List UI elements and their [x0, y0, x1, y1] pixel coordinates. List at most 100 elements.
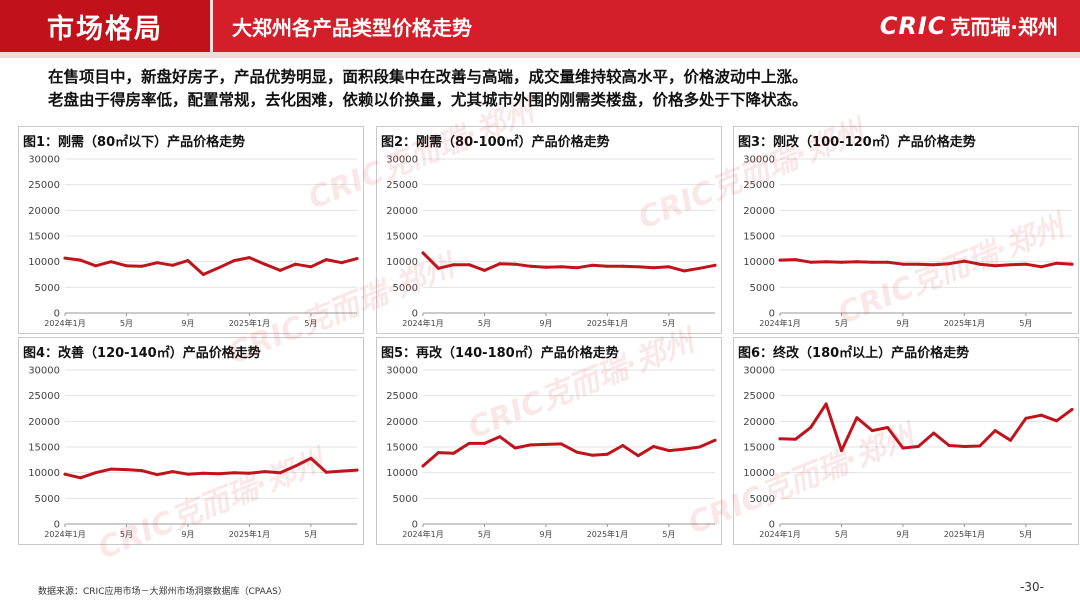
data-point: [355, 257, 359, 261]
y-tick-label: 15000: [743, 232, 775, 243]
data-point: [667, 449, 671, 453]
data-point: [140, 469, 144, 473]
data-point: [483, 441, 486, 445]
data-point: [355, 468, 359, 472]
data-point: [294, 262, 297, 266]
y-tick-label: 30000: [386, 366, 418, 377]
series-line: [778, 402, 1074, 453]
data-point: [947, 262, 951, 266]
data-point: [901, 446, 905, 450]
y-tick-label: 15000: [743, 443, 775, 454]
chart-title: 图1：刚需（80㎡以下）产品价格走势: [23, 135, 246, 150]
line-chart: 0 5000 10000 15000 20000 25000 30000 2024年1月 5月 9…: [743, 366, 1074, 539]
data-point: [263, 470, 267, 474]
data-point: [993, 264, 997, 268]
x-tick-label: 5月: [835, 530, 848, 539]
data-source-note: 数据来源：CRIC应用市场－大郑州市场洞察数据库（CPAAS）: [38, 587, 287, 597]
data-point: [559, 442, 563, 446]
y-tick-label: 5000: [750, 494, 775, 505]
data-point: [278, 268, 282, 272]
data-point: [529, 264, 533, 268]
x-tick-label: 5月: [304, 530, 317, 539]
y-tick-label: 10000: [28, 257, 60, 268]
x-tick-label: 5月: [662, 319, 675, 328]
data-point: [698, 445, 702, 449]
data-point: [621, 264, 625, 268]
x-tick-label: 2024年1月: [44, 529, 85, 539]
data-point: [94, 264, 98, 268]
intro-line-2: 老盘由于得房率低，配置常规，去化困难，依赖以价换量，尤其城市外围的刚需类楼盘，价…: [48, 91, 808, 109]
data-point: [793, 258, 797, 262]
data-point: [1024, 262, 1028, 266]
data-point: [247, 471, 251, 475]
y-tick-label: 10000: [28, 468, 60, 479]
data-point: [78, 258, 82, 262]
chart-panel-6: 图6：终改（180㎡以上）产品价格走势 0 5000 10000 15000 20000…: [733, 337, 1079, 545]
data-point: [340, 469, 344, 473]
data-point: [840, 449, 843, 453]
data-point: [667, 265, 671, 269]
data-point: [171, 470, 175, 474]
y-tick-label: 30000: [28, 155, 60, 166]
data-point: [125, 264, 128, 268]
x-tick-label: 2024年1月: [759, 318, 800, 328]
brand-logo-mark: CRIC: [879, 11, 947, 40]
x-tick-label: 9月: [539, 319, 552, 328]
data-point: [78, 476, 82, 480]
x-tick-label: 2025年1月: [587, 318, 628, 328]
y-tick-label: 10000: [386, 468, 418, 479]
x-tick-label: 5月: [478, 319, 491, 328]
data-point: [232, 259, 236, 263]
line-chart: 0 5000 10000 15000 20000 25000 30000 2024年1月 5月 9…: [743, 155, 1074, 328]
y-tick-label: 30000: [28, 366, 60, 377]
y-tick-label: 0: [769, 309, 775, 320]
data-point: [916, 445, 920, 448]
series-line: [421, 435, 717, 468]
data-point: [155, 261, 159, 265]
data-point: [962, 445, 966, 448]
data-point: [94, 471, 98, 475]
data-point: [340, 261, 344, 265]
x-tick-label: 2025年1月: [229, 318, 270, 328]
data-point: [1009, 438, 1012, 442]
series-line: [778, 258, 1074, 269]
chart-panel-5: 图5：再改（140-180㎡）产品价格走势 0 5000 10000 15000 200…: [376, 337, 722, 545]
data-point: [421, 251, 425, 255]
data-point: [109, 467, 113, 471]
x-tick-label: 2024年1月: [402, 318, 443, 328]
chart-title: 图6：终改（180㎡以上）产品价格走势: [738, 346, 970, 361]
chart-title: 图4：改善（120-140㎡）产品价格走势: [23, 346, 261, 361]
data-point: [140, 264, 144, 268]
data-point: [652, 266, 655, 270]
y-tick-label: 20000: [28, 417, 60, 428]
y-tick-label: 25000: [386, 180, 418, 191]
x-tick-label: 2025年1月: [587, 529, 628, 539]
data-point: [278, 471, 282, 475]
data-point: [993, 429, 997, 433]
data-point: [713, 263, 717, 267]
x-tick-label: 2024年1月: [44, 318, 85, 328]
data-point: [513, 262, 517, 266]
data-point: [1009, 263, 1012, 267]
data-point: [171, 263, 175, 267]
y-tick-label: 20000: [743, 206, 775, 217]
data-point: [778, 437, 782, 441]
chart-title: 图2：刚需（80-100㎡）产品价格走势: [381, 135, 610, 150]
data-point: [529, 443, 533, 447]
data-point: [324, 258, 328, 262]
x-tick-label: 5月: [478, 530, 491, 539]
y-tick-label: 10000: [386, 257, 418, 268]
x-tick-label: 5月: [304, 319, 317, 328]
chart-panel-1: 图1：刚需（80㎡以下）产品价格走势 0 5000 10000 15000 20000 2…: [18, 126, 364, 334]
data-point: [855, 260, 859, 264]
data-point: [901, 262, 905, 266]
data-point: [1039, 413, 1043, 417]
data-point: [855, 416, 859, 420]
page-number: -30-: [1020, 580, 1044, 594]
data-point: [421, 464, 425, 468]
y-tick-label: 5000: [35, 283, 60, 294]
section-title: 市场格局: [47, 13, 163, 45]
data-point: [452, 451, 456, 455]
data-point: [824, 402, 828, 406]
data-point: [947, 444, 951, 447]
